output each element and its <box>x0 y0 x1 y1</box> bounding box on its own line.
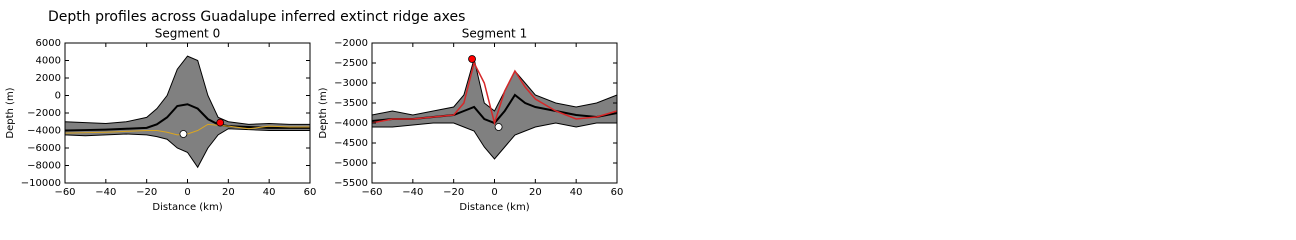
y-tick-label: 6000 <box>36 38 61 49</box>
x-axis-label: Distance (km) <box>152 202 222 213</box>
axes-title: Segment 1 <box>462 27 527 41</box>
y-tick-label: 0 <box>55 91 61 102</box>
x-tick-label: 20 <box>529 187 542 198</box>
marker <box>494 123 503 131</box>
y-tick-label: −3000 <box>334 78 368 89</box>
y-axis-label: Depth (m) <box>318 87 329 138</box>
x-tick-label: 0 <box>491 187 497 198</box>
y-tick-label: −5000 <box>334 158 368 169</box>
y-tick-label: −10000 <box>21 178 61 189</box>
x-tick-label: −20 <box>443 187 464 198</box>
y-tick-label: −3500 <box>334 98 368 109</box>
y-tick-label: −6000 <box>27 143 61 154</box>
y-tick-label: −2000 <box>27 108 61 119</box>
x-tick-label: 20 <box>222 187 235 198</box>
profile-line <box>64 123 310 136</box>
background <box>0 0 1296 216</box>
figure: Depth profiles across Guadalupe inferred… <box>0 0 1296 216</box>
figure-title: Depth profiles across Guadalupe inferred… <box>48 9 465 25</box>
y-tick-label: −2000 <box>334 38 368 49</box>
y-tick-label: −4000 <box>27 126 61 137</box>
y-tick-label: 4000 <box>36 56 61 67</box>
x-axis-label: Distance (km) <box>459 202 529 213</box>
profile-line <box>64 103 310 132</box>
x-tick-label: 60 <box>304 187 317 198</box>
y-axis-label: Depth (m) <box>5 87 16 138</box>
x-tick-label: 40 <box>570 187 583 198</box>
x-tick-label: −60 <box>54 187 75 198</box>
y-tick-label: 2000 <box>36 73 61 84</box>
marker <box>468 55 476 63</box>
y-tick-label: −5500 <box>334 178 368 189</box>
x-tick-label: 40 <box>263 187 276 198</box>
x-tick-label: −40 <box>95 187 116 198</box>
y-tick-label: −8000 <box>27 161 61 172</box>
axes-title: Segment 0 <box>155 27 220 41</box>
x-tick-label: −20 <box>136 187 157 198</box>
marker <box>179 130 188 138</box>
y-tick-label: −4500 <box>334 138 368 149</box>
marker <box>216 118 225 127</box>
x-tick-label: −40 <box>402 187 423 198</box>
y-tick-label: −4000 <box>334 118 368 129</box>
y-tick-label: −2500 <box>334 58 368 69</box>
x-tick-label: −60 <box>361 187 382 198</box>
x-tick-label: 0 <box>184 187 190 198</box>
profile-line <box>371 60 618 126</box>
x-tick-label: 60 <box>611 187 624 198</box>
